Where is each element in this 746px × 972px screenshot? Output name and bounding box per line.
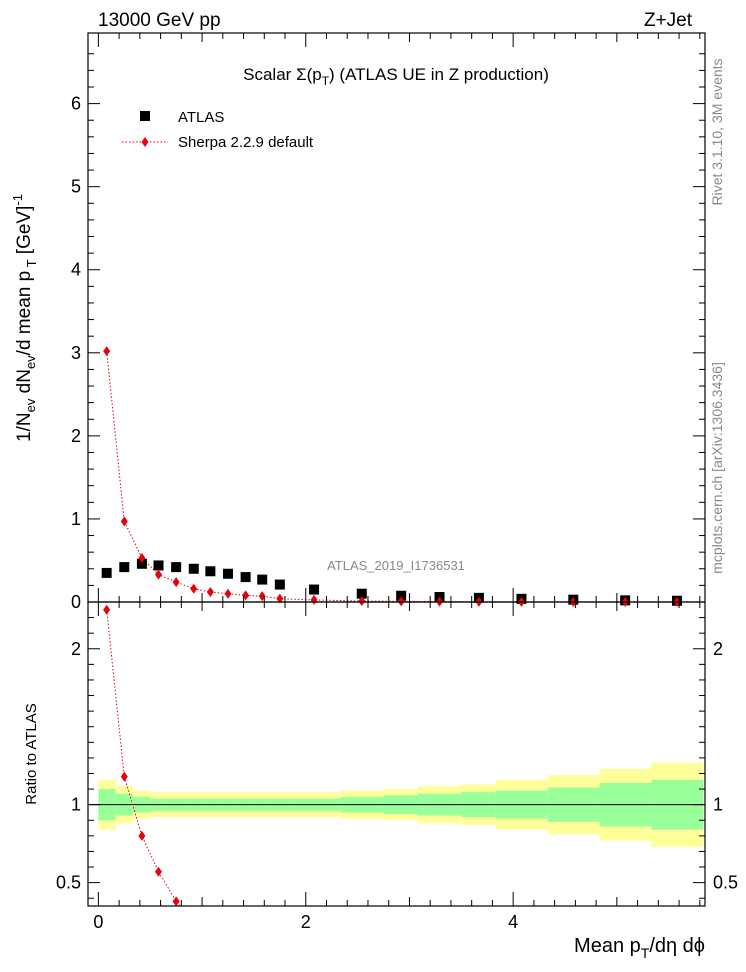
sherpa-ratio-point: [138, 830, 146, 841]
y-tick-label: 6: [71, 94, 81, 114]
ratio-axis-ticks: 0.5 0.5 1 1 2 2: [56, 617, 738, 899]
y-tick-label: 4: [71, 260, 81, 280]
sherpa-ratio-line: [106, 609, 181, 907]
sherpa-point: [310, 594, 318, 605]
title-sub: T: [322, 74, 330, 88]
y-tick-label: 0: [71, 592, 81, 612]
atlas-point: [188, 563, 199, 574]
atlas-point: [205, 566, 216, 577]
x-axis-ticks: 0 2 4: [93, 33, 701, 932]
legend-atlas-marker: [140, 111, 150, 121]
sherpa-point: [276, 593, 284, 604]
sherpa-ratio-point: [103, 604, 111, 615]
title-prefix: Scalar: [243, 65, 296, 84]
x-axis-label: Mean pT/dη dϕ: [574, 935, 705, 961]
atlas-point: [153, 560, 164, 571]
atlas-point: [119, 562, 130, 573]
x-tick-label: 2: [301, 912, 311, 932]
ratio-ylabel: Ratio to ATLAS: [23, 703, 40, 804]
atlas-point: [274, 579, 285, 590]
ratio-tick-label-left: 2: [71, 639, 81, 659]
main-panel: 0 1 2 3 4 5 6 Scalar Σ(pT) (ATLAS UE in Z prod…: [10, 32, 706, 612]
sherpa-ratio-point: [172, 896, 180, 907]
sherpa-point: [155, 569, 163, 580]
ratio-tick-label-left: 0.5: [56, 873, 81, 893]
x-tick-label: 4: [508, 912, 518, 932]
chart-title: Scalar Σ(pT) (ATLAS UE in Z production): [243, 65, 549, 88]
main-ylabel: 1/Nev dNev/d mean p T [GeV]-1: [10, 194, 39, 442]
legend: ATLAS Sherpa 2.2.9 default: [122, 109, 314, 151]
title-close: ): [329, 65, 335, 84]
sherpa-point: [190, 583, 198, 594]
analysis-id: ATLAS_2019_I1736531: [327, 558, 465, 573]
sherpa-point: [358, 596, 366, 607]
sherpa-point: [224, 588, 232, 599]
ratio-tick-label-left: 1: [71, 795, 81, 815]
atlas-point: [356, 588, 367, 599]
legend-sherpa-marker: [141, 137, 149, 147]
atlas-point: [101, 567, 112, 578]
atlas-point: [222, 568, 233, 579]
ratio-tick-label-right: 0.5: [713, 873, 738, 893]
atlas-point: [240, 572, 251, 583]
rivet-label: Rivet 3.1.10, 3M events: [709, 58, 725, 205]
atlas-point: [136, 558, 147, 569]
sherpa-point: [138, 552, 146, 563]
y-tick-label: 2: [71, 426, 81, 446]
ratio-panel: 0.5 0.5 1 1 2 2 0 2 4 Ratio to ATLAS Mean pT/dη…: [23, 33, 738, 961]
title-suffix: (ATLAS UE in Z production): [335, 65, 549, 84]
collision-label: 13000 GeV pp: [98, 10, 221, 31]
process-label: Z+Jet: [644, 10, 693, 31]
atlas-point: [396, 590, 407, 601]
atlas-point: [171, 562, 182, 573]
sherpa-line: [106, 351, 678, 603]
ratio-tick-label-right: 2: [713, 639, 723, 659]
y-tick-label: 5: [71, 177, 81, 197]
y-tick-label: 3: [71, 343, 81, 363]
mcplots-label: mcplots.cern.ch [arXiv:1306.3436]: [709, 362, 725, 574]
ratio-tick-label-right: 1: [713, 795, 723, 815]
sherpa-point: [103, 346, 111, 357]
ratio-series: [103, 604, 181, 907]
atlas-point: [257, 574, 268, 585]
x-tick-label: 0: [93, 912, 103, 932]
main-series: [101, 346, 683, 607]
atlas-point: [309, 584, 320, 595]
main-axis-ticks: 0 1 2 3 4 5 6: [71, 53, 705, 612]
y-tick-label: 1: [71, 509, 81, 529]
sherpa-point: [120, 516, 128, 527]
legend-atlas-label: ATLAS: [178, 109, 224, 126]
ratio-frame: [87, 601, 706, 907]
sherpa-point: [172, 577, 180, 588]
sherpa-ratio-point: [120, 771, 128, 782]
title-sigma: Σ(p: [296, 65, 322, 84]
legend-sherpa-label: Sherpa 2.2.9 default: [178, 134, 314, 151]
sherpa-ratio-point: [155, 866, 163, 877]
sherpa-point: [206, 587, 214, 598]
sherpa-point: [397, 596, 405, 607]
